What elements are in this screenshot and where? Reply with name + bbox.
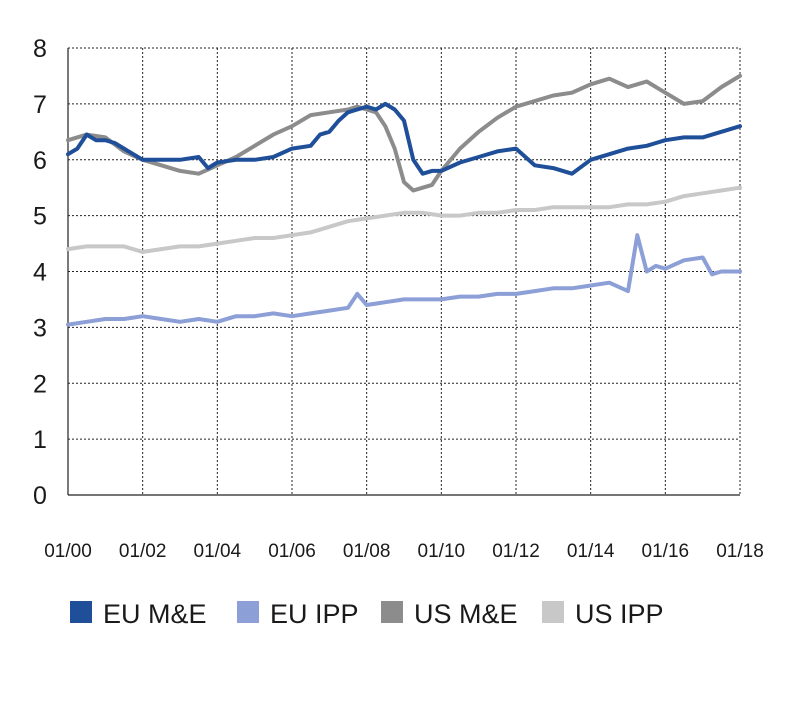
x-tick-label: 01/04 bbox=[194, 541, 242, 562]
y-tick-label: 6 bbox=[33, 147, 47, 175]
x-tick-label: 01/06 bbox=[268, 541, 316, 562]
x-tick-label: 01/14 bbox=[567, 541, 615, 562]
y-tick-label: 4 bbox=[33, 259, 47, 287]
y-tick-label: 3 bbox=[33, 314, 47, 342]
x-tick-label: 01/02 bbox=[119, 541, 167, 562]
legend-label: EU IPP bbox=[270, 599, 359, 629]
y-tick-label: 8 bbox=[33, 35, 47, 63]
y-tick-label: 0 bbox=[33, 482, 47, 510]
legend-swatch bbox=[70, 601, 92, 623]
legend: EU M&E EU IPP US M&E US IPP bbox=[70, 599, 664, 629]
series-lines bbox=[66, 73, 742, 327]
x-tick-label: 01/00 bbox=[44, 541, 92, 562]
x-tick-label: 01/08 bbox=[343, 541, 391, 562]
legend-swatch bbox=[237, 601, 259, 623]
y-tick-label: 7 bbox=[33, 91, 47, 119]
series-line-eu-ipp bbox=[66, 233, 742, 327]
grid bbox=[67, 47, 741, 496]
x-tick-label: 01/12 bbox=[492, 541, 540, 562]
y-axis-ticks: 0 1 2 3 4 5 6 7 8 bbox=[33, 35, 47, 510]
y-tick-label: 2 bbox=[33, 370, 47, 398]
x-tick-label: 01/10 bbox=[418, 541, 466, 562]
legend-swatch bbox=[381, 601, 403, 623]
y-tick-label: 5 bbox=[33, 203, 47, 231]
legend-label: EU M&E bbox=[103, 599, 207, 629]
series-line-us-ipp bbox=[66, 185, 742, 254]
legend-label: US IPP bbox=[575, 599, 664, 629]
x-axis-ticks: 01/00 01/02 01/04 01/06 01/08 01/10 01/12 01/14… bbox=[44, 541, 764, 562]
x-tick-label: 01/18 bbox=[716, 541, 764, 562]
series-line-us-m-e bbox=[66, 73, 742, 193]
x-tick-label: 01/16 bbox=[642, 541, 690, 562]
legend-swatch bbox=[542, 601, 564, 623]
y-tick-label: 1 bbox=[33, 426, 47, 454]
legend-label: US M&E bbox=[414, 599, 518, 629]
series-line-eu-m-e bbox=[66, 101, 742, 176]
